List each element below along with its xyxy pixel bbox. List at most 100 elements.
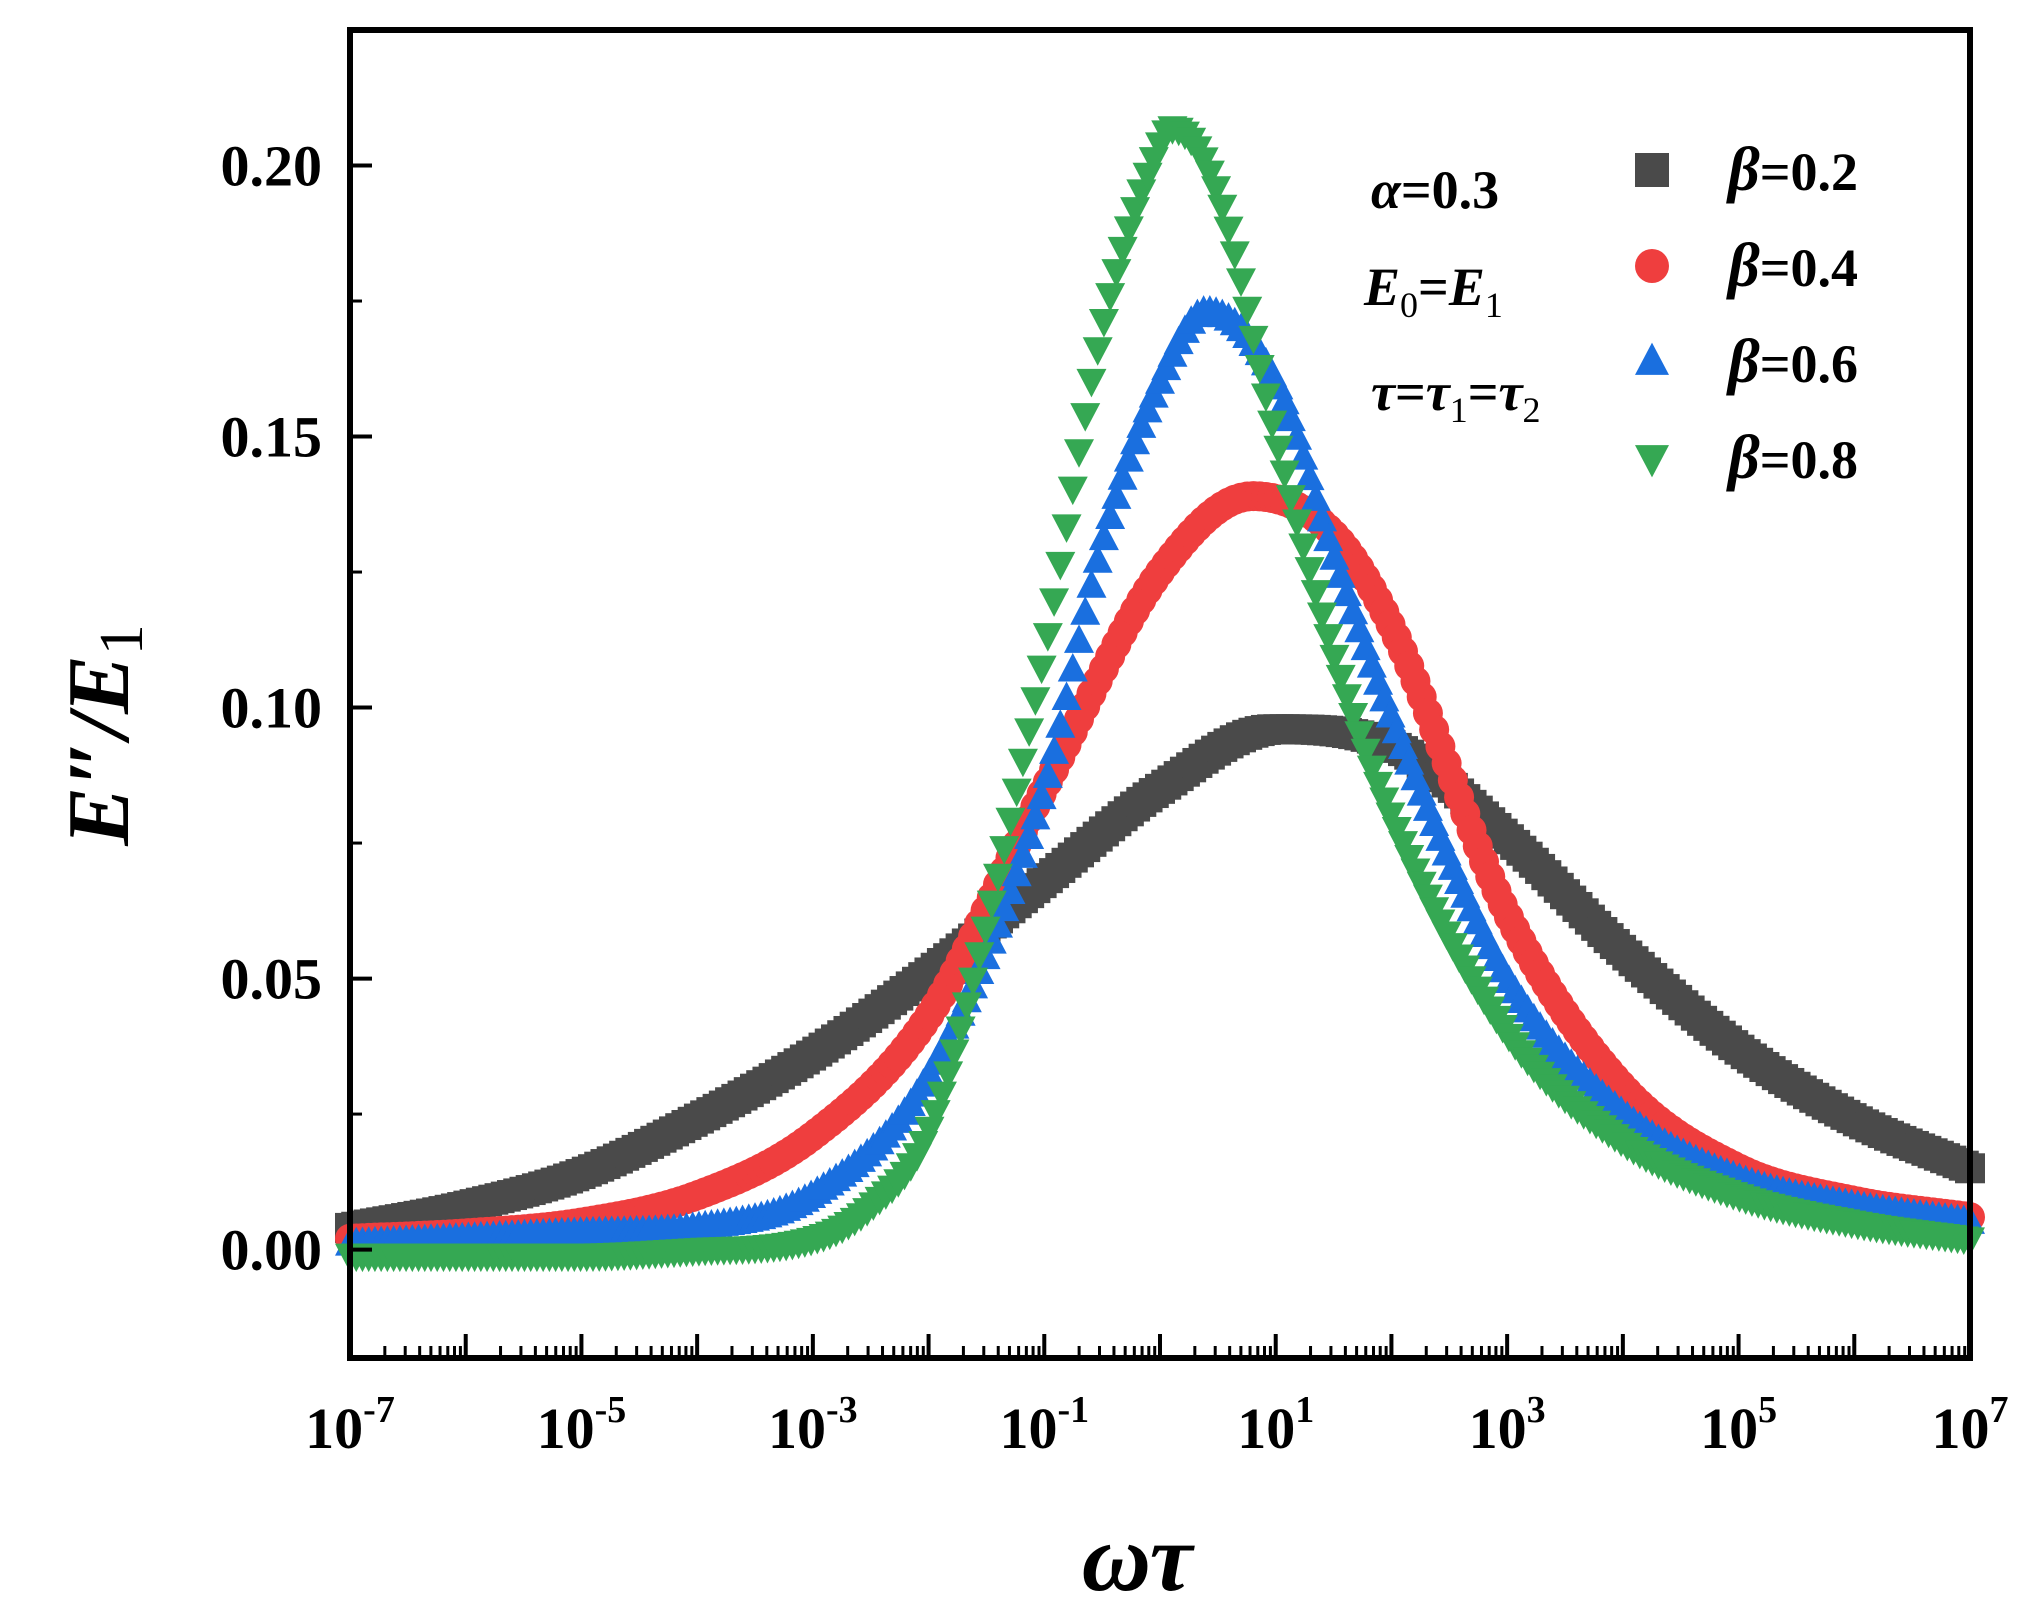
data-point xyxy=(1076,569,1107,598)
data-point xyxy=(1095,500,1126,530)
data-point xyxy=(1113,443,1144,472)
tau-eq1: = xyxy=(1395,362,1426,422)
tau1-symbol: τ xyxy=(1426,362,1452,422)
data-point xyxy=(1294,461,1325,491)
data-point xyxy=(1064,624,1094,653)
legend-item: β=0.2 xyxy=(1635,136,1858,204)
data-point xyxy=(933,1061,964,1090)
modulus-e0-sub: 0 xyxy=(1400,285,1418,325)
data-point xyxy=(1001,778,1032,808)
legend-label: β=0.2 xyxy=(1726,136,1858,204)
x-tick-exponent: 3 xyxy=(1527,1389,1546,1431)
data-point xyxy=(1014,820,1045,849)
tau-symbol: τ xyxy=(1371,362,1397,422)
data-point xyxy=(1070,596,1101,625)
data-point xyxy=(1344,721,1375,750)
data-point xyxy=(1257,410,1288,440)
series-2 xyxy=(335,481,1985,1254)
data-point xyxy=(1120,425,1151,455)
tau1-sub: 1 xyxy=(1450,390,1468,430)
legend-value: =0.2 xyxy=(1760,142,1858,202)
data-point xyxy=(1088,308,1119,338)
data-point xyxy=(989,836,1020,865)
data-point xyxy=(1032,759,1063,788)
tau2-sub: 2 xyxy=(1522,390,1540,430)
data-point xyxy=(1057,476,1088,506)
annotation-tau: τ=τ1=τ2 xyxy=(1371,362,1540,430)
y-tick-label: 0.15 xyxy=(221,405,323,470)
x-tick-exponent: 1 xyxy=(1295,1389,1314,1431)
data-point xyxy=(1070,403,1101,432)
legend-marker xyxy=(1635,153,1669,187)
legend-symbol: β xyxy=(1726,232,1760,300)
data-point xyxy=(939,1039,970,1069)
data-point xyxy=(995,807,1026,837)
data-point xyxy=(1288,533,1319,563)
legend-value: =0.6 xyxy=(1760,334,1858,394)
x-tick-label: 101 xyxy=(1237,1389,1314,1461)
data-point xyxy=(1307,602,1337,631)
data-point xyxy=(1300,482,1331,511)
data-point xyxy=(926,1081,957,1111)
data-point xyxy=(1313,624,1344,653)
data-point xyxy=(1107,236,1138,266)
data-point xyxy=(1007,839,1038,868)
x-tick-base: 10 xyxy=(537,1396,595,1461)
data-point xyxy=(989,892,1020,922)
x-tick-exponent: 5 xyxy=(1758,1389,1777,1431)
data-point xyxy=(1014,718,1045,747)
x-tick-base: 10 xyxy=(999,1396,1057,1461)
data-point xyxy=(1101,480,1132,509)
data-point xyxy=(1039,588,1070,617)
legend-symbol: β xyxy=(1726,328,1760,396)
data-point xyxy=(1269,460,1300,490)
data-point xyxy=(1026,780,1057,810)
annotation-alpha: α=0.3 xyxy=(1371,160,1499,220)
data-point xyxy=(1363,771,1394,801)
x-tick-label: 107 xyxy=(1932,1389,2009,1461)
data-point xyxy=(958,967,989,997)
data-point xyxy=(1057,653,1088,682)
data-point xyxy=(1045,551,1076,581)
x-tick-exponent: -7 xyxy=(363,1389,395,1431)
data-point xyxy=(1294,557,1325,586)
y-tick-label: 0.00 xyxy=(221,1218,323,1283)
data-point xyxy=(1232,296,1263,326)
data-point xyxy=(1020,800,1051,830)
alpha-symbol: α xyxy=(1371,160,1402,220)
data-point xyxy=(970,916,1001,946)
data-point xyxy=(1244,355,1275,384)
annotation-moduli: E0=E1 xyxy=(1363,257,1503,325)
data-point xyxy=(1020,687,1051,716)
legend-value: =0.8 xyxy=(1760,430,1858,490)
data-point xyxy=(1213,216,1244,246)
data-point xyxy=(1051,514,1082,543)
legend-symbol: β xyxy=(1726,136,1760,204)
data-point xyxy=(976,890,1007,920)
modulus-e1: E xyxy=(1448,257,1485,317)
x-tick-base: 10 xyxy=(1469,1396,1527,1461)
modulus-e1-sub: 1 xyxy=(1485,285,1503,325)
legend: β=0.2β=0.4β=0.6β=0.8 xyxy=(1635,136,1858,492)
data-point xyxy=(1238,325,1269,355)
data-point xyxy=(1263,435,1294,465)
legend-item: β=0.8 xyxy=(1635,424,1858,492)
data-point xyxy=(1007,748,1038,778)
legend-item: β=0.4 xyxy=(1635,232,1858,300)
y-tick-label: 0.20 xyxy=(221,134,323,199)
legend-marker xyxy=(1635,445,1669,478)
y-axis-title: E″/E1 xyxy=(51,624,156,846)
data-point xyxy=(1064,439,1094,468)
x-tick-base: 10 xyxy=(1932,1396,1990,1461)
x-tick-base: 10 xyxy=(305,1396,363,1461)
tau2-symbol: τ xyxy=(1499,362,1525,422)
data-point xyxy=(1369,787,1400,816)
moduli-eq: = xyxy=(1418,257,1449,317)
x-tick-label: 10-5 xyxy=(537,1389,627,1461)
legend-label: β=0.6 xyxy=(1726,328,1858,396)
data-point xyxy=(1076,368,1107,398)
legend-symbol: β xyxy=(1726,424,1760,492)
data-point xyxy=(1219,241,1250,270)
legend-marker xyxy=(1635,342,1669,375)
